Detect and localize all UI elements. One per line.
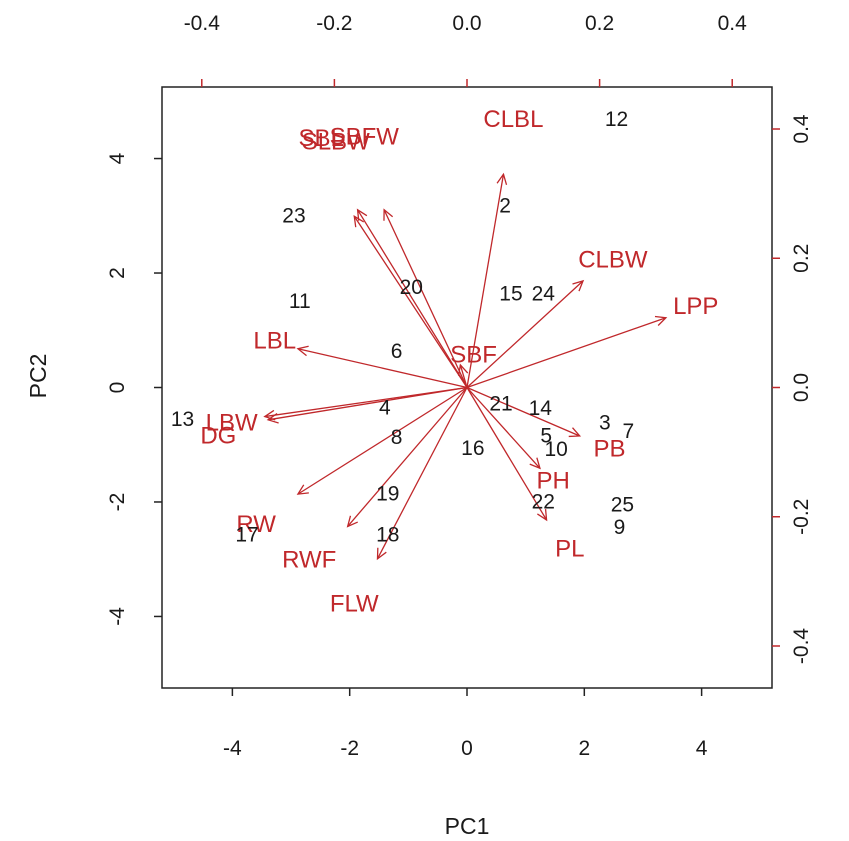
observation-label: 15 bbox=[499, 283, 522, 306]
loading-arrow-pl bbox=[466, 387, 548, 522]
right-tick-label: 0.0 bbox=[790, 373, 813, 402]
observation-label: 4 bbox=[379, 397, 391, 420]
left-tick-label: 0 bbox=[106, 382, 129, 394]
left-tick-label: 2 bbox=[106, 267, 129, 279]
observation-label: 22 bbox=[532, 490, 555, 513]
right-tick-label: 0.2 bbox=[790, 244, 813, 273]
loading-label-rw: RW bbox=[236, 511, 276, 538]
loading-label-flw: FLW bbox=[330, 590, 379, 617]
bottom-tick-label: 4 bbox=[696, 737, 708, 760]
loading-label-dg: DG bbox=[200, 422, 236, 449]
loading-arrow-lpp bbox=[466, 315, 668, 389]
observation-label: 3 bbox=[599, 411, 611, 434]
loading-arrow-lbl bbox=[296, 345, 468, 389]
observation-label: 21 bbox=[489, 393, 512, 416]
y-axis-title: PC2 bbox=[25, 354, 51, 399]
loading-arrow-sbfw bbox=[383, 208, 468, 388]
observation-label: 8 bbox=[391, 426, 403, 449]
top-tick-label: -0.4 bbox=[184, 12, 221, 35]
top-tick-label: 0.0 bbox=[452, 12, 481, 35]
loading-label-sbf: SBF bbox=[450, 342, 497, 369]
observation-label: 24 bbox=[532, 283, 556, 306]
observation-label: 13 bbox=[171, 408, 194, 431]
loading-arrow-ph bbox=[466, 387, 541, 470]
loading-label-clbw: CLBW bbox=[578, 247, 648, 274]
loading-label-rwf: RWF bbox=[282, 547, 336, 574]
loading-label-slbw: SLBW bbox=[302, 128, 370, 155]
bottom-tick-label: -4 bbox=[223, 737, 242, 760]
observation-labels: 12 2 23 20 15 24 11 6 21 14 4 13 3 7 8 510 16 19 22 259 17 18 bbox=[171, 108, 634, 547]
loading-label-clbl: CLBL bbox=[483, 106, 543, 133]
top-tick-label: -0.2 bbox=[316, 12, 352, 35]
top-tick-label: 0.2 bbox=[585, 12, 614, 35]
loading-label-sbl: SBL bbox=[298, 125, 343, 152]
loading-arrow-slbw bbox=[356, 208, 468, 388]
observation-label: 10 bbox=[544, 438, 567, 461]
observation-label: 12 bbox=[605, 108, 628, 131]
right-tick-label: -0.4 bbox=[790, 628, 813, 665]
bottom-tick-label: 2 bbox=[578, 737, 590, 760]
loading-arrow-clbw bbox=[466, 279, 585, 388]
loading-label-sbfw: SBFW bbox=[330, 123, 400, 150]
loading-label-lpp: LPP bbox=[673, 293, 718, 320]
loading-arrow-sbl bbox=[353, 214, 468, 388]
observation-label: 23 bbox=[282, 204, 305, 227]
top-tick-label: 0.4 bbox=[718, 12, 748, 35]
right-tick-label: -0.2 bbox=[790, 499, 813, 535]
loading-label-lbw: LBW bbox=[206, 410, 258, 437]
observation-label: 2 bbox=[499, 195, 511, 218]
loading-arrow-pb bbox=[466, 386, 582, 438]
loading-label-pb: PB bbox=[594, 435, 626, 462]
observation-label: 16 bbox=[461, 437, 484, 460]
left-tick-label: -2 bbox=[106, 493, 129, 512]
loading-label-pl: PL bbox=[555, 536, 584, 563]
x-axis-title: PC1 bbox=[445, 813, 490, 839]
loading-arrow-flw bbox=[376, 387, 468, 561]
loading-arrow-dg bbox=[266, 386, 468, 424]
loading-arrow-rw bbox=[296, 386, 468, 495]
observation-label: 20 bbox=[400, 276, 423, 299]
observation-label: 5 bbox=[540, 425, 552, 448]
loading-arrows bbox=[263, 172, 668, 561]
right-tick-label: 0.4 bbox=[790, 114, 813, 144]
loading-label-lbl: LBL bbox=[253, 327, 296, 354]
loading-arrow-sbf bbox=[457, 363, 469, 388]
observation-label: 6 bbox=[391, 340, 403, 363]
observation-label: 19 bbox=[376, 482, 399, 505]
left-tick-label: 4 bbox=[106, 152, 129, 164]
observation-label: 9 bbox=[614, 516, 626, 539]
observation-label: 11 bbox=[289, 290, 311, 313]
loading-arrow-rwf bbox=[346, 387, 468, 528]
observation-label: 25 bbox=[611, 493, 634, 516]
loading-arrow-clbl bbox=[466, 172, 508, 388]
observation-label: 17 bbox=[235, 524, 258, 547]
bottom-tick-label: 0 bbox=[461, 737, 473, 760]
left-tick-label: -4 bbox=[106, 607, 129, 626]
loading-label-ph: PH bbox=[537, 468, 570, 495]
bottom-tick-label: -2 bbox=[340, 737, 359, 760]
observation-label: 14 bbox=[529, 397, 553, 420]
observation-label: 7 bbox=[622, 420, 634, 443]
observation-label: 18 bbox=[376, 524, 399, 547]
